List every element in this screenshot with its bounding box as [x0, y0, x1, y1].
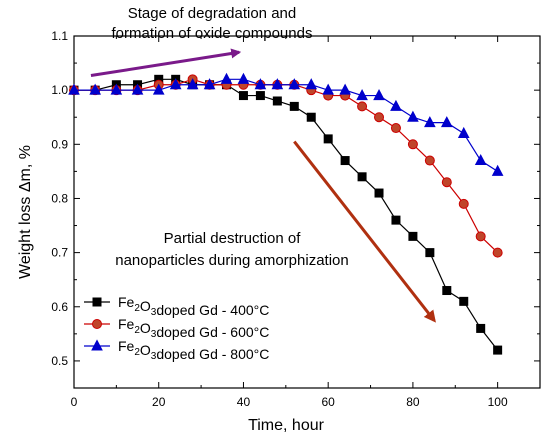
- data-point: [306, 112, 316, 122]
- data-point: [288, 78, 301, 90]
- x-tick-label: 80: [406, 395, 420, 409]
- data-point: [390, 123, 401, 134]
- degradation-arrow: [90, 48, 242, 78]
- legend-label: Fe2O3doped Gd - 800°C: [118, 338, 269, 362]
- x-tick-label: 0: [71, 395, 78, 409]
- data-point: [272, 96, 282, 106]
- x-axis-label: Time, hour: [248, 417, 325, 434]
- data-point: [89, 83, 102, 95]
- legend-label: Fe2O3doped Gd - 400°C: [118, 294, 269, 318]
- data-point: [305, 78, 318, 90]
- data-point: [374, 188, 384, 198]
- data-point: [152, 83, 165, 95]
- y-tick-label: 0.5: [51, 354, 68, 368]
- data-point: [203, 78, 216, 90]
- y-tick-label: 0.9: [51, 137, 68, 151]
- y-tick-label: 0.8: [51, 191, 68, 205]
- data-point: [424, 116, 436, 128]
- annotation-destruction: Partial destruction of nanoparticles duri…: [115, 230, 348, 269]
- x-tick-label: 20: [152, 395, 166, 409]
- data-point: [425, 248, 435, 258]
- data-point: [220, 72, 233, 84]
- data-point: [492, 247, 503, 258]
- legend-entry: Fe2O3doped Gd - 800°C: [84, 338, 269, 362]
- data-point: [459, 296, 469, 306]
- x-tick-label: 40: [237, 395, 251, 409]
- data-point: [169, 78, 182, 90]
- data-point: [491, 164, 504, 176]
- data-point: [238, 91, 248, 101]
- data-point: [407, 139, 418, 150]
- data-point: [255, 91, 265, 101]
- y-tick-label: 0.6: [51, 300, 68, 314]
- data-point: [340, 156, 350, 166]
- data-point: [186, 78, 199, 90]
- data-point: [441, 177, 452, 188]
- data-point: [457, 126, 470, 138]
- legend-marker: [92, 319, 102, 329]
- data-point: [458, 198, 469, 209]
- x-tick-label: 60: [322, 395, 336, 409]
- annotation-line: formation of oxide compounds: [112, 25, 313, 42]
- data-point: [322, 83, 335, 95]
- legend-marker: [92, 297, 102, 307]
- annotation-line: Stage of degradation and: [128, 5, 296, 22]
- y-axis-label: Weight loss Δm, %: [17, 145, 34, 279]
- data-point: [442, 286, 452, 296]
- data-point: [440, 116, 453, 128]
- data-point: [474, 153, 487, 166]
- data-point: [493, 345, 503, 355]
- annotation-line: Partial destruction of: [164, 230, 302, 247]
- data-point: [373, 88, 385, 101]
- data-point: [68, 83, 80, 95]
- data-point: [110, 83, 123, 95]
- data-point: [374, 112, 385, 123]
- data-point: [357, 172, 367, 182]
- data-point: [475, 231, 486, 242]
- series-line: [74, 78, 499, 254]
- annotation-degradation: Stage of degradation and formation of oxi…: [112, 5, 313, 42]
- annotation-layer: Stage of degradation and formation of oxi…: [90, 5, 436, 323]
- data-point: [357, 101, 368, 112]
- series-3: [68, 72, 504, 176]
- data-point: [254, 78, 267, 90]
- data-point: [408, 231, 418, 241]
- legend-marker: [91, 339, 103, 351]
- legend-entry: Fe2O3doped Gd - 600°C: [84, 316, 269, 340]
- annotation-line: nanoparticles during amorphization: [115, 252, 348, 269]
- y-tick-label: 0.7: [51, 246, 68, 260]
- plot-frame: [73, 35, 541, 389]
- data-point: [237, 72, 250, 84]
- data-point: [391, 215, 401, 225]
- data-point: [424, 155, 435, 166]
- legend-entry: Fe2O3doped Gd - 400°C: [84, 294, 269, 318]
- data-point: [339, 83, 351, 95]
- data-point: [271, 78, 284, 90]
- data-point: [390, 99, 402, 111]
- data-point: [356, 88, 368, 101]
- data-point: [131, 83, 144, 95]
- y-tick-label: 1.1: [51, 29, 68, 43]
- data-point: [407, 110, 419, 122]
- x-tick-label: 100: [488, 395, 508, 409]
- data-point: [323, 134, 333, 144]
- data-point: [289, 101, 299, 111]
- data-point: [476, 323, 486, 333]
- series-layer: [68, 72, 504, 355]
- y-tick-label: 1.0: [51, 83, 68, 97]
- destruction-arrow: [293, 140, 436, 323]
- axes: 0 20 40 60 80 100 0.5 0.6 0.7 0.8 0.9 1.0 1.1: [51, 29, 541, 409]
- legend-label: Fe2O3doped Gd - 600°C: [118, 316, 269, 340]
